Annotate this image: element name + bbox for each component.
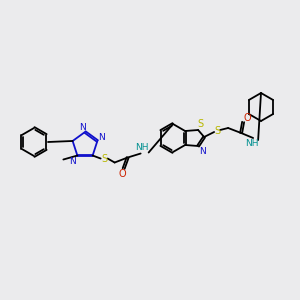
Text: O: O bbox=[243, 113, 251, 123]
Text: S: S bbox=[197, 119, 203, 129]
Text: S: S bbox=[102, 154, 108, 164]
Text: NH: NH bbox=[135, 143, 148, 152]
Text: N: N bbox=[80, 122, 86, 131]
Text: NH: NH bbox=[245, 140, 259, 148]
Text: N: N bbox=[69, 157, 76, 166]
Text: N: N bbox=[98, 134, 105, 142]
Text: N: N bbox=[199, 146, 206, 155]
Text: O: O bbox=[119, 169, 127, 178]
Text: S: S bbox=[214, 126, 220, 136]
